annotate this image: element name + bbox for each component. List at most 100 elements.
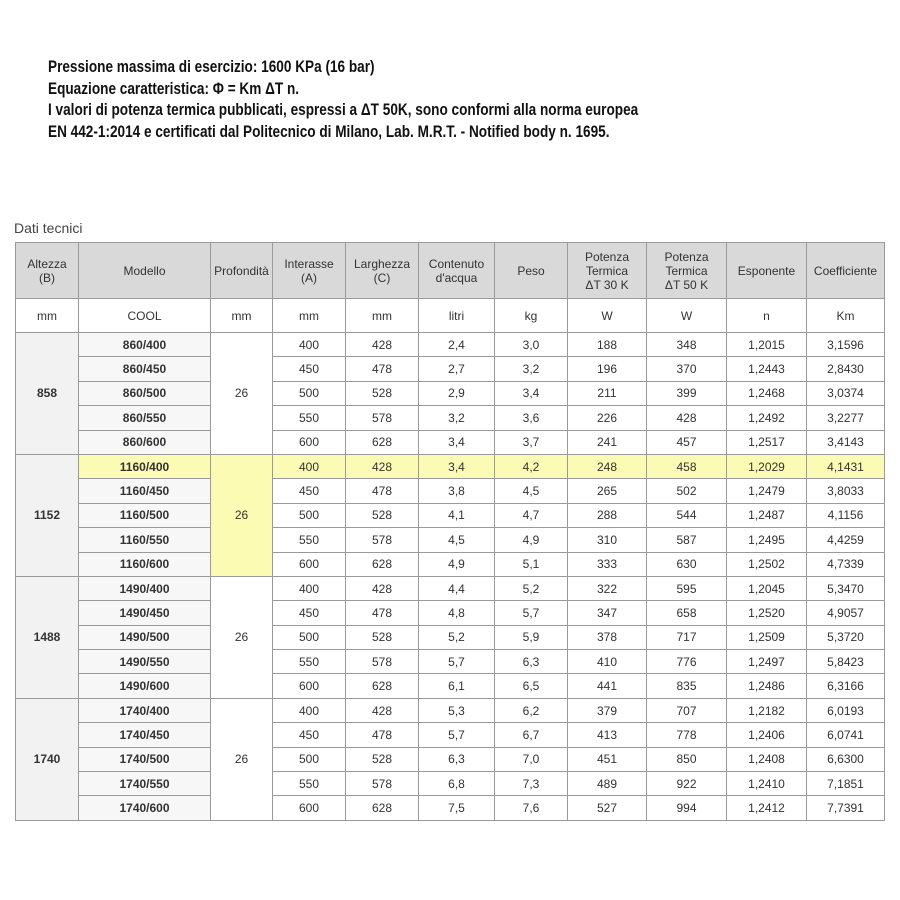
value-cell: 528	[345, 502, 419, 529]
header-cell: Peso	[494, 242, 568, 299]
model-cell: 860/400	[78, 331, 211, 358]
value-cell: 6,6300	[806, 746, 885, 773]
value-cell: 2,9	[418, 380, 495, 407]
data-row: 860/500 500 528 2,9 3,4 211 399 1,2468 3,0374	[16, 380, 885, 407]
value-cell: 6,0193	[806, 697, 885, 724]
value-cell: 489	[567, 771, 647, 797]
value-cell: 7,0	[494, 746, 568, 773]
value-cell: 428	[345, 575, 419, 602]
value-cell: 850	[646, 746, 727, 773]
data-row: 1160/450 450 478 3,8 4,5 265 502 1,2479 3,8033	[16, 478, 885, 504]
model-cell: 1740/450	[78, 722, 211, 748]
data-row: 1740 1740/400 26 400 428 5,3 6,2 379 707 1,2182 6,…	[15, 697, 885, 821]
data-row: 1740/500 500 528 6,3 7,0 451 850 1,2408 6,6300	[16, 746, 885, 773]
value-cell: 428	[345, 697, 419, 724]
value-cell: 3,0374	[806, 380, 885, 407]
value-cell: 3,1596	[806, 331, 885, 358]
value-cell: 1,2497	[726, 649, 807, 675]
value-cell: 4,9	[418, 551, 495, 577]
value-cell: 707	[646, 697, 727, 724]
value-cell: 4,7	[494, 502, 568, 529]
profondita-cell: 26	[210, 332, 273, 455]
value-cell: 451	[567, 746, 647, 773]
altezza-cell: 1740	[15, 697, 79, 821]
value-cell: 1,2486	[726, 673, 807, 699]
data-row: 1490/500 500 528 5,2 5,9 378 717 1,2509 5,3720	[16, 624, 885, 651]
value-cell: 478	[345, 722, 419, 748]
value-cell: 528	[345, 380, 419, 407]
value-cell: 578	[345, 649, 419, 675]
model-cell: 1490/400	[78, 575, 211, 602]
value-cell: 2,8430	[806, 356, 885, 382]
value-cell: 3,8	[418, 478, 495, 504]
value-cell: 7,7391	[806, 795, 885, 821]
value-cell: 3,6	[494, 405, 568, 431]
value-cell: 4,4	[418, 575, 495, 602]
value-cell: 4,8	[418, 600, 495, 626]
unit-cell: Km	[806, 298, 885, 333]
value-cell: 1,2443	[726, 356, 807, 382]
header-cell: Esponente	[726, 242, 807, 299]
value-cell: 717	[646, 624, 727, 651]
value-cell: 370	[646, 356, 727, 382]
model-cell: 1490/550	[78, 649, 211, 675]
model-cell: 1160/400	[78, 453, 211, 480]
header-cell: Profondità	[210, 242, 273, 299]
value-cell: 600	[272, 673, 346, 699]
value-cell: 528	[345, 624, 419, 651]
unit-cell: litri	[418, 298, 495, 333]
value-cell: 5,8423	[806, 649, 885, 675]
value-cell: 3,2	[418, 405, 495, 431]
value-cell: 347	[567, 600, 647, 626]
note-line: EN 442-1:2014 e certificati dal Politecn…	[48, 121, 610, 141]
value-cell: 3,4143	[806, 429, 885, 455]
value-cell: 1,2509	[726, 624, 807, 651]
header-cell: Interasse (A)	[272, 242, 346, 299]
model-cell: 1160/500	[78, 502, 211, 529]
data-row: 860/600 600 628 3,4 3,7 241 457 1,2517 3,4143	[16, 429, 885, 455]
value-cell: 1,2495	[726, 527, 807, 553]
value-cell: 500	[272, 380, 346, 407]
value-cell: 4,5	[494, 478, 568, 504]
unit-cell: kg	[494, 298, 568, 333]
value-cell: 450	[272, 356, 346, 382]
value-cell: 428	[345, 331, 419, 358]
value-cell: 458	[646, 453, 727, 480]
value-cell: 835	[646, 673, 727, 699]
value-cell: 2,7	[418, 356, 495, 382]
model-cell: 1740/400	[78, 697, 211, 724]
value-cell: 400	[272, 453, 346, 480]
value-cell: 3,4	[418, 429, 495, 455]
value-cell: 778	[646, 722, 727, 748]
value-cell: 478	[345, 478, 419, 504]
data-row: 1740/550 550 578 6,8 7,3 489 922 1,2410 7,1851	[16, 771, 885, 797]
value-cell: 1,2412	[726, 795, 807, 821]
value-cell: 3,8033	[806, 478, 885, 504]
header-cell: Potenza Termica ΔT 50 K	[646, 242, 727, 299]
value-cell: 628	[345, 673, 419, 699]
value-cell: 400	[272, 575, 346, 602]
value-cell: 6,7	[494, 722, 568, 748]
tech-table: Altezza (B) Modello Profondità Interasse (A…	[15, 242, 885, 821]
note-line: Pressione massima di esercizio: 1600 KPa…	[48, 57, 375, 76]
header-cell: Potenza Termica ΔT 30 K	[567, 242, 647, 299]
value-cell: 4,5	[418, 527, 495, 553]
value-cell: 379	[567, 697, 647, 724]
value-cell: 4,2	[494, 453, 568, 480]
value-cell: 7,6	[494, 795, 568, 821]
value-cell: 587	[646, 527, 727, 553]
value-cell: 5,2	[418, 624, 495, 651]
data-row: 1490/450 450 478 4,8 5,7 347 658 1,2520 4,9057	[16, 600, 885, 626]
value-cell: 1,2468	[726, 380, 807, 407]
value-cell: 399	[646, 380, 727, 407]
value-cell: 4,9	[494, 527, 568, 553]
value-cell: 5,7	[494, 600, 568, 626]
data-row: 1160/500 500 528 4,1 4,7 288 544 1,2487 4,1156	[16, 502, 885, 529]
model-cell: 860/550	[78, 405, 211, 431]
unit-cell: COOL	[78, 298, 211, 333]
value-cell: 333	[567, 551, 647, 577]
value-cell: 288	[567, 502, 647, 529]
caption: Dati tecnici	[14, 220, 83, 236]
value-cell: 544	[646, 502, 727, 529]
